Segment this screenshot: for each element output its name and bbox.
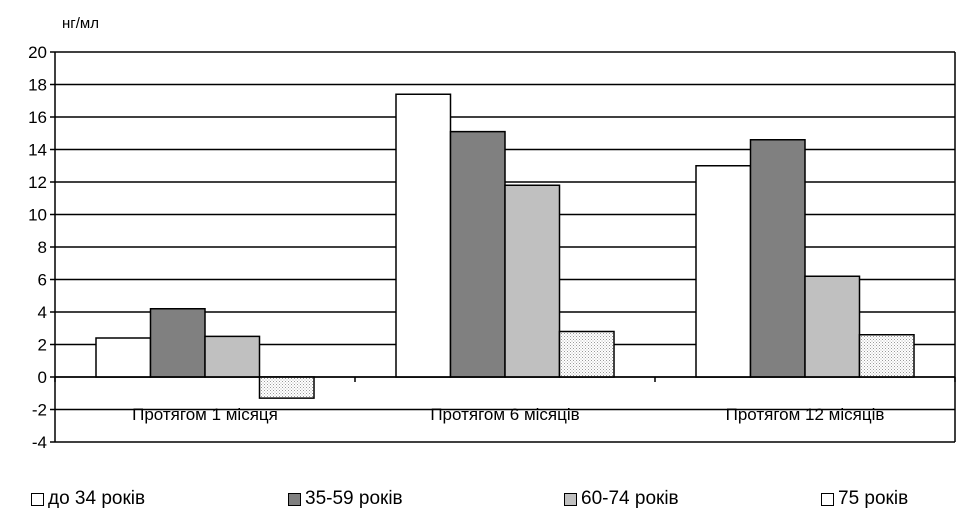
legend-swatch-3 [564, 492, 577, 506]
legend-label-1: до 34 років [48, 488, 146, 509]
bar [95, 337, 152, 378]
axes [50, 51, 956, 443]
legend-swatch-1 [31, 492, 44, 506]
y-tick-label: 8 [38, 238, 47, 257]
legend-item-3: 60-74 років [564, 488, 679, 510]
bar [395, 93, 452, 378]
legend-label-2: 35-59 років [305, 488, 403, 509]
y-tick-label: -4 [32, 433, 47, 452]
legend-item-1: до 34 років [31, 488, 145, 510]
legend-item-2: 35-59 років [288, 488, 403, 510]
x-tick-label: Протягом 6 місяців [430, 405, 579, 424]
bar [695, 165, 752, 378]
y-tick-label: 20 [28, 43, 47, 62]
bar [258, 376, 315, 399]
bar [449, 130, 506, 378]
y-tick-label: 6 [38, 271, 47, 290]
bars [95, 93, 915, 399]
legend-label-4: 75 років [838, 488, 909, 509]
y-tick-label: 18 [28, 76, 47, 95]
legend: до 34 років 35-59 років 60-74 років 75 р… [0, 488, 965, 512]
y-tick-label: 2 [38, 336, 47, 355]
y-tick-label: 10 [28, 206, 47, 225]
legend-item-4: 75 років [821, 488, 908, 510]
x-tick-label: Протягом 1 місяця [132, 405, 278, 424]
bar [858, 334, 915, 378]
bar [749, 139, 806, 378]
bar [204, 335, 261, 378]
legend-swatch-4 [821, 492, 834, 506]
y-tick-label: 4 [38, 303, 47, 322]
bar [804, 275, 861, 378]
y-unit-label: нг/мл [62, 15, 99, 32]
bar [149, 308, 206, 378]
y-tick-label: -2 [32, 401, 47, 420]
y-tick-label: 16 [28, 108, 47, 127]
legend-label-3: 60-74 років [581, 488, 679, 509]
legend-swatch-2 [288, 492, 301, 506]
bar [558, 330, 615, 378]
y-tick-label: 0 [38, 368, 47, 387]
y-tick-label: 14 [28, 141, 47, 160]
y-tick-label: 12 [28, 173, 47, 192]
x-tick-labels: Протягом 1 місяця Протягом 6 місяців Протя… [132, 405, 884, 424]
x-tick-label: Протягом 12 місяців [726, 405, 885, 424]
bar [504, 184, 561, 378]
